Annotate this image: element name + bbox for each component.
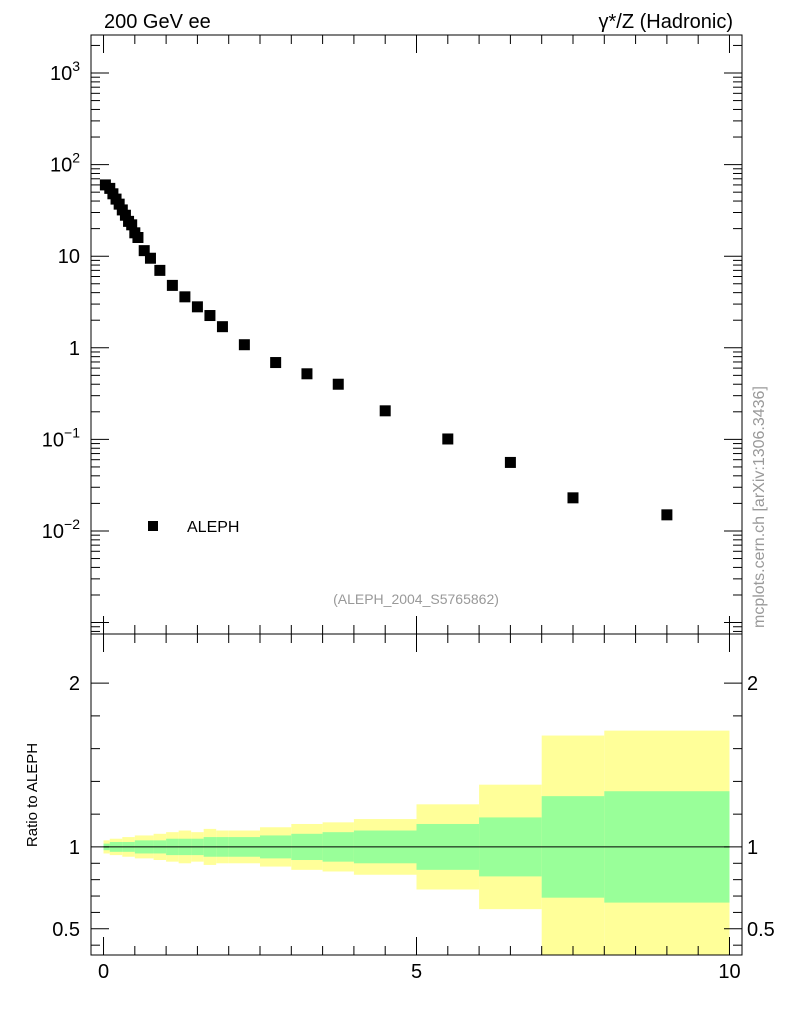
data-point bbox=[567, 492, 579, 504]
data-point bbox=[332, 378, 344, 390]
legend-marker bbox=[148, 521, 158, 531]
ratio-y-tick-label: 2 bbox=[69, 673, 80, 695]
y-tick-label: 10 bbox=[58, 246, 80, 268]
data-point bbox=[166, 279, 178, 291]
ratio-panel: 0.5 0.5 1 1 2 2 0 5 10 Ratio to ALEPH bbox=[24, 633, 775, 983]
y-tick-label: 102 bbox=[50, 150, 80, 177]
y-tick-label: 10−1 bbox=[42, 424, 80, 451]
ratio-y-tick-label-right: 0.5 bbox=[747, 919, 775, 941]
ratio-y-axis-label: Ratio to ALEPH bbox=[24, 743, 41, 847]
data-point bbox=[379, 405, 391, 417]
data-point bbox=[154, 264, 166, 276]
data-point bbox=[301, 368, 313, 380]
x-tick-label: 5 bbox=[411, 961, 422, 983]
ratio-y-tick-label-right: 1 bbox=[747, 837, 758, 859]
data-point bbox=[270, 357, 282, 369]
ratio-y-tick-label: 0.5 bbox=[52, 919, 80, 941]
data-point bbox=[126, 219, 138, 231]
data-point bbox=[504, 456, 516, 468]
data-point bbox=[238, 339, 250, 351]
x-tick-label: 0 bbox=[98, 961, 109, 983]
y-tick-label: 103 bbox=[50, 58, 80, 85]
ratio-panel-frame bbox=[90, 633, 743, 956]
data-point bbox=[113, 198, 125, 210]
y-tick-label: 10−2 bbox=[42, 516, 80, 543]
x-tick-label: 10 bbox=[718, 961, 740, 983]
legend-label: ALEPH bbox=[187, 519, 239, 536]
data-point bbox=[191, 301, 203, 313]
legend: ALEPH bbox=[148, 519, 239, 536]
main-panel-frame bbox=[90, 34, 743, 635]
data-point bbox=[204, 310, 216, 322]
data-point bbox=[661, 509, 673, 521]
header-left: 200 GeV ee bbox=[104, 11, 211, 33]
data-point bbox=[144, 252, 156, 264]
y-tick-label: 1 bbox=[69, 338, 80, 360]
analysis-label: (ALEPH_2004_S5765862) bbox=[333, 591, 499, 607]
data-point bbox=[138, 245, 150, 257]
data-point bbox=[216, 321, 228, 333]
watermark: mcplots.cern.ch [arXiv:1306.3436] bbox=[751, 386, 768, 628]
ratio-y-tick-label-right: 2 bbox=[747, 673, 758, 695]
data-point bbox=[132, 231, 144, 243]
header-right: γ*/Z (Hadronic) bbox=[599, 11, 733, 33]
data-point bbox=[119, 209, 131, 221]
data-point bbox=[179, 291, 191, 303]
data-point bbox=[442, 433, 454, 445]
ratio-y-tick-label: 1 bbox=[69, 837, 80, 859]
